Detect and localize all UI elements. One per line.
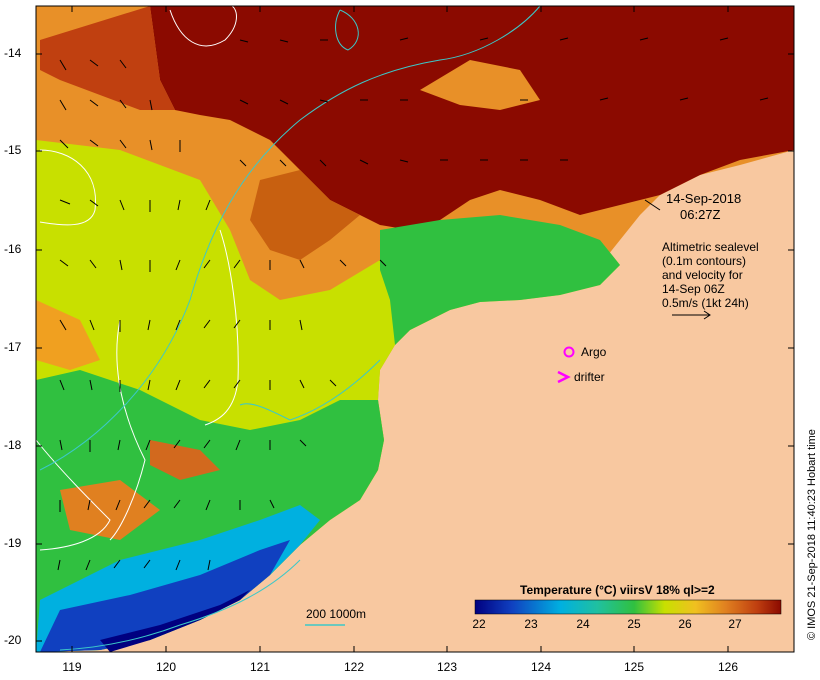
y-tick-label: -15 bbox=[4, 143, 22, 157]
y-tick-label: -20 bbox=[4, 633, 22, 647]
hot-band bbox=[150, 6, 794, 230]
info-line: 0.5m/s (1kt 24h) bbox=[662, 296, 749, 310]
info-line: 14-Sep 06Z bbox=[662, 282, 725, 296]
x-tick-label: 121 bbox=[249, 660, 271, 674]
info-line: Altimetric sealevel bbox=[662, 240, 759, 254]
drifter-label: drifter bbox=[574, 370, 605, 384]
x-tick-label: 119 bbox=[62, 660, 82, 674]
y-tick-label: -19 bbox=[4, 536, 22, 550]
x-tick-label: 123 bbox=[436, 660, 458, 674]
velocity-scale-arrow bbox=[672, 310, 711, 320]
time-label: 06:27Z bbox=[680, 207, 721, 222]
date-label: 14-Sep-2018 bbox=[666, 191, 742, 206]
info-line: (0.1m contours) bbox=[662, 254, 747, 268]
credit-text: © IMOS 21-Sep-2018 11:40:23 Hobart time bbox=[806, 429, 818, 640]
isobath-label: 200 1000m bbox=[306, 607, 367, 621]
x-tick-label: 120 bbox=[155, 660, 177, 674]
colorbar-tick: 23 bbox=[524, 617, 538, 631]
x-tick-label: 122 bbox=[343, 660, 365, 674]
colorbar-tick: 25 bbox=[627, 617, 641, 631]
argo-marker-icon bbox=[563, 346, 575, 358]
colorbar-tick: 22 bbox=[472, 617, 486, 631]
info-line: and velocity for bbox=[662, 268, 743, 282]
y-tick-label: -18 bbox=[4, 438, 22, 452]
velocity-arrows bbox=[57, 37, 769, 571]
drifter-marker-icon bbox=[557, 370, 571, 384]
plot-frame bbox=[35, 5, 795, 653]
y-tick-label: -17 bbox=[4, 340, 22, 354]
y-tick-label: -14 bbox=[4, 46, 22, 60]
x-tick-label: 125 bbox=[623, 660, 645, 674]
colorbar-tick: 26 bbox=[678, 617, 692, 631]
x-tick-label: 124 bbox=[530, 660, 552, 674]
colorbar bbox=[474, 599, 782, 615]
sealevel-contours bbox=[35, 5, 239, 551]
x-tick-label: 126 bbox=[717, 660, 739, 674]
argo-label: Argo bbox=[581, 345, 607, 359]
isobath-lines bbox=[39, 5, 541, 651]
colorbar-tick: 27 bbox=[728, 617, 742, 631]
colorbar-tick: 24 bbox=[576, 617, 590, 631]
y-tick-label: -16 bbox=[4, 242, 22, 256]
colorbar-title: Temperature (°C) viirsV 18% ql>=2 bbox=[520, 583, 715, 597]
